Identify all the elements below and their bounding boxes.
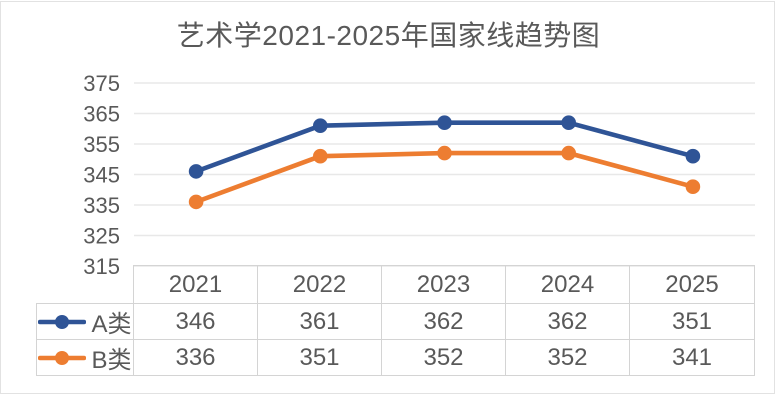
year-header-cell: 2023 xyxy=(381,265,506,304)
value-cell: 361 xyxy=(257,303,382,340)
legend-entry: A类 xyxy=(38,305,133,339)
data-point-marker xyxy=(313,148,328,164)
year-header-cell: 2021 xyxy=(133,265,258,304)
year-header-cell: 2025 xyxy=(629,265,755,304)
value-cell: 352 xyxy=(381,339,506,376)
value-cell: 346 xyxy=(133,303,258,340)
y-axis-tick-label: 345 xyxy=(83,163,120,188)
data-point-marker xyxy=(561,145,576,161)
y-axis-tick-label: 335 xyxy=(83,193,120,218)
value-cell: 362 xyxy=(505,303,630,340)
data-point-marker xyxy=(561,115,576,130)
year-header-cell: 2022 xyxy=(257,265,382,304)
legend-key-marker xyxy=(55,350,70,365)
series-label: A类 xyxy=(91,311,132,338)
y-axis-tick-label: 325 xyxy=(83,224,120,249)
data-table: 2021 2022 2023 2024 2025 A类 346 361 362 362 351 B类 3… xyxy=(36,265,755,376)
legend-key-icon xyxy=(38,350,87,365)
value-cell: 352 xyxy=(505,339,630,376)
data-point-marker xyxy=(188,164,204,179)
series-label: B类 xyxy=(91,347,132,374)
value-cell: 362 xyxy=(381,303,506,340)
series-line xyxy=(193,150,696,205)
chart-title: 艺术学2021-2025年国家线趋势图 xyxy=(176,20,601,51)
y-axis-tick-label: 365 xyxy=(83,102,120,127)
value-cell: 341 xyxy=(629,339,755,376)
value-cell: 336 xyxy=(133,339,258,376)
legend-key-marker xyxy=(55,314,70,329)
series-row: B类 336 351 352 352 341 xyxy=(36,339,755,376)
y-axis-tick-label: 355 xyxy=(83,132,120,157)
data-point-marker xyxy=(437,115,452,130)
legend-entry: B类 xyxy=(38,341,133,375)
legend-cell: A类 xyxy=(36,303,134,340)
y-axis-tick-label: 375 xyxy=(83,71,120,96)
data-point-marker xyxy=(685,179,701,194)
year-header-cell: 2024 xyxy=(505,265,630,304)
value-cell: 351 xyxy=(257,339,382,376)
value-cell: 351 xyxy=(629,303,755,340)
table-corner-cell xyxy=(37,266,134,304)
data-point-marker xyxy=(313,118,328,133)
data-table-body: 2021 2022 2023 2024 2025 A类 346 361 362 362 351 B类 3… xyxy=(36,265,755,376)
series-row: A类 346 361 362 362 351 xyxy=(36,303,755,340)
data-point-marker xyxy=(437,145,452,161)
table-header-row: 2021 2022 2023 2024 2025 xyxy=(37,265,755,304)
data-point-marker xyxy=(188,194,204,210)
y-axis-tick-label: 315 xyxy=(83,254,120,279)
legend-key-icon xyxy=(38,314,87,329)
data-point-marker xyxy=(685,148,701,164)
legend-cell: B类 xyxy=(36,339,134,376)
trend-chart: 375 365 355 345 335 325 315 xyxy=(83,71,755,279)
